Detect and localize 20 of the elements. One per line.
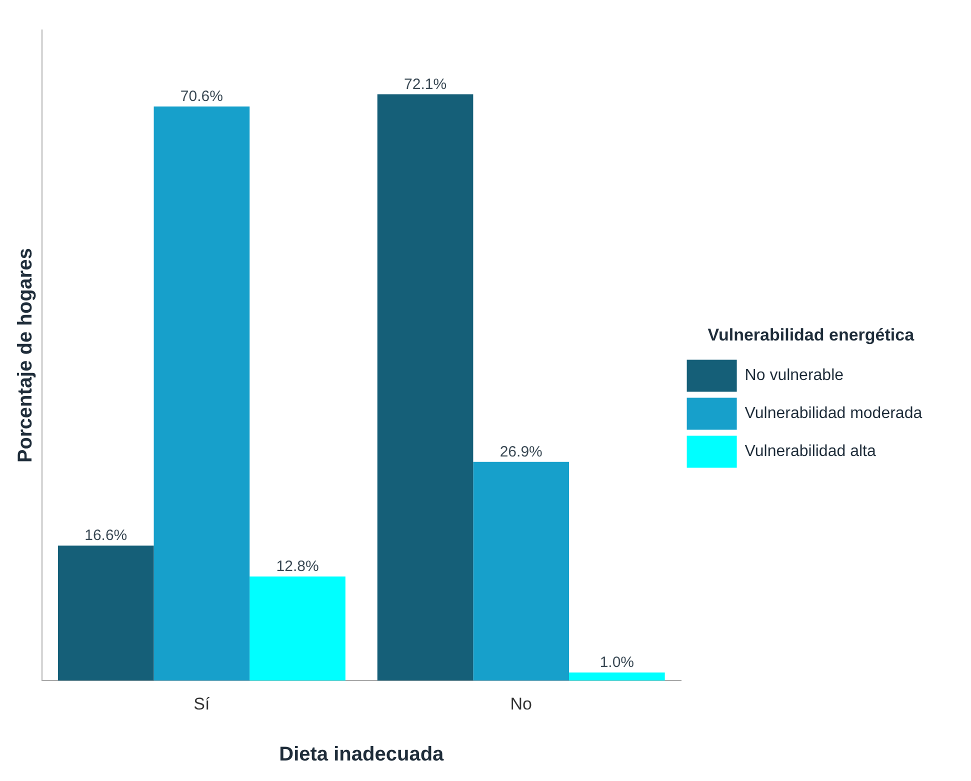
legend-label: No vulnerable xyxy=(744,367,852,384)
bar xyxy=(250,576,346,681)
y-axis-title: Porcentaje de hogares xyxy=(14,248,37,463)
data-label: 12.8% xyxy=(276,558,319,576)
bar xyxy=(377,94,474,681)
bar xyxy=(154,106,250,681)
bar xyxy=(473,462,570,681)
data-label: 72.1% xyxy=(404,76,447,93)
data-label: 1.0% xyxy=(600,654,634,672)
x-axis-title: Dieta inadecuada xyxy=(279,744,445,766)
data-label: 70.6% xyxy=(180,88,223,106)
bar xyxy=(58,546,154,681)
legend-title: Vulnerabilidad energética xyxy=(708,325,915,344)
x-tick-label: Sí xyxy=(194,694,210,714)
data-label: 16.6% xyxy=(84,527,128,544)
data-label: 26.9% xyxy=(500,443,542,460)
x-tick-label: No xyxy=(510,694,532,714)
bar xyxy=(569,672,665,681)
legend-label: Vulnerabilidad alta xyxy=(744,443,885,460)
legend-label: Vulnerabilidad moderada xyxy=(744,405,932,422)
